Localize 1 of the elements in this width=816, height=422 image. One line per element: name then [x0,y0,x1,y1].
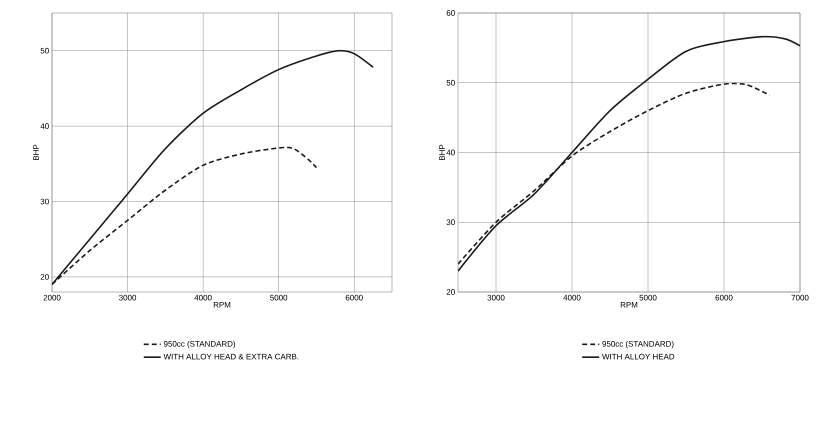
line-series [458,36,800,272]
